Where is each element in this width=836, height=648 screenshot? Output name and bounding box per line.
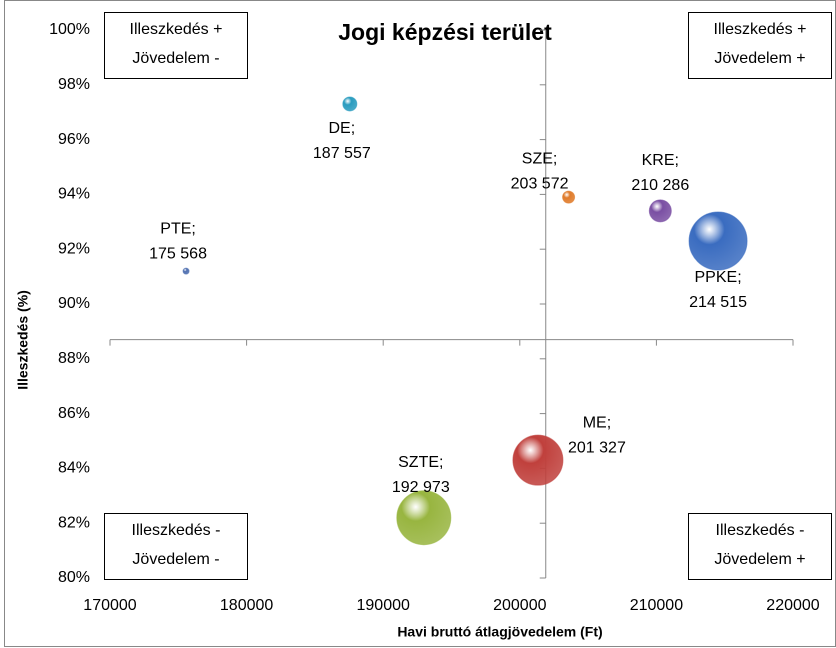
bubble bbox=[512, 434, 564, 486]
quadrant-box bbox=[688, 12, 832, 79]
data-label: 214 515 bbox=[689, 294, 747, 311]
quadrant-box bbox=[104, 513, 248, 580]
y-tick-label: 98% bbox=[58, 76, 90, 93]
y-tick-label: 80% bbox=[58, 569, 90, 586]
quadrant-label: Illeszkedés - bbox=[716, 522, 805, 539]
quadrant-box bbox=[104, 12, 248, 79]
x-tick-label: 180000 bbox=[220, 597, 273, 614]
quadrant-label: Illeszkedés + bbox=[130, 21, 223, 38]
y-axis-title: Illeszkedés (%) bbox=[15, 290, 31, 390]
x-tick-label: 200000 bbox=[493, 597, 546, 614]
y-tick-label: 82% bbox=[58, 514, 90, 531]
data-label: ME; bbox=[583, 414, 611, 431]
quadrant-box bbox=[688, 513, 832, 580]
data-label: 210 286 bbox=[631, 177, 689, 194]
data-label: KRE; bbox=[642, 152, 679, 169]
y-tick-label: 84% bbox=[58, 460, 90, 477]
x-tick-label: 220000 bbox=[766, 597, 819, 614]
data-label: SZE; bbox=[522, 150, 558, 167]
quadrant-label: Illeszkedés - bbox=[132, 522, 221, 539]
x-tick-label: 190000 bbox=[357, 597, 410, 614]
quadrant-label: Jövedelem + bbox=[714, 50, 805, 67]
y-tick-label: 86% bbox=[58, 405, 90, 422]
data-label: 175 568 bbox=[149, 245, 207, 262]
data-label: 187 557 bbox=[313, 145, 371, 162]
x-tick-label: 170000 bbox=[83, 597, 136, 614]
data-label: 203 572 bbox=[511, 175, 569, 192]
quadrant-label: Jövedelem - bbox=[132, 551, 219, 568]
data-label: SZTE; bbox=[398, 454, 443, 471]
quadrant-label: Jövedelem - bbox=[132, 50, 219, 67]
x-tick-label: 210000 bbox=[630, 597, 683, 614]
bubble bbox=[648, 199, 672, 223]
bubble bbox=[342, 96, 358, 112]
bubble bbox=[182, 267, 190, 275]
bubble bbox=[562, 190, 576, 204]
data-label: 192 973 bbox=[392, 479, 450, 496]
y-tick-label: 100% bbox=[49, 21, 90, 38]
y-tick-label: 90% bbox=[58, 295, 90, 312]
y-tick-label: 88% bbox=[58, 350, 90, 367]
data-label: DE; bbox=[328, 120, 355, 137]
x-axis-title: Havi bruttó átlagjövedelem (Ft) bbox=[397, 624, 602, 640]
bubble bbox=[396, 490, 452, 546]
quadrant-label: Jövedelem + bbox=[714, 551, 805, 568]
y-tick-label: 96% bbox=[58, 131, 90, 148]
data-label: PTE; bbox=[160, 220, 196, 237]
quadrant-label: Illeszkedés + bbox=[714, 21, 807, 38]
data-label: PPKE; bbox=[695, 269, 742, 286]
bubble bbox=[688, 211, 748, 271]
chart-title: Jogi képzési terület bbox=[338, 19, 552, 45]
data-label: 201 327 bbox=[568, 439, 626, 456]
y-tick-label: 92% bbox=[58, 240, 90, 257]
y-tick-label: 94% bbox=[58, 186, 90, 203]
